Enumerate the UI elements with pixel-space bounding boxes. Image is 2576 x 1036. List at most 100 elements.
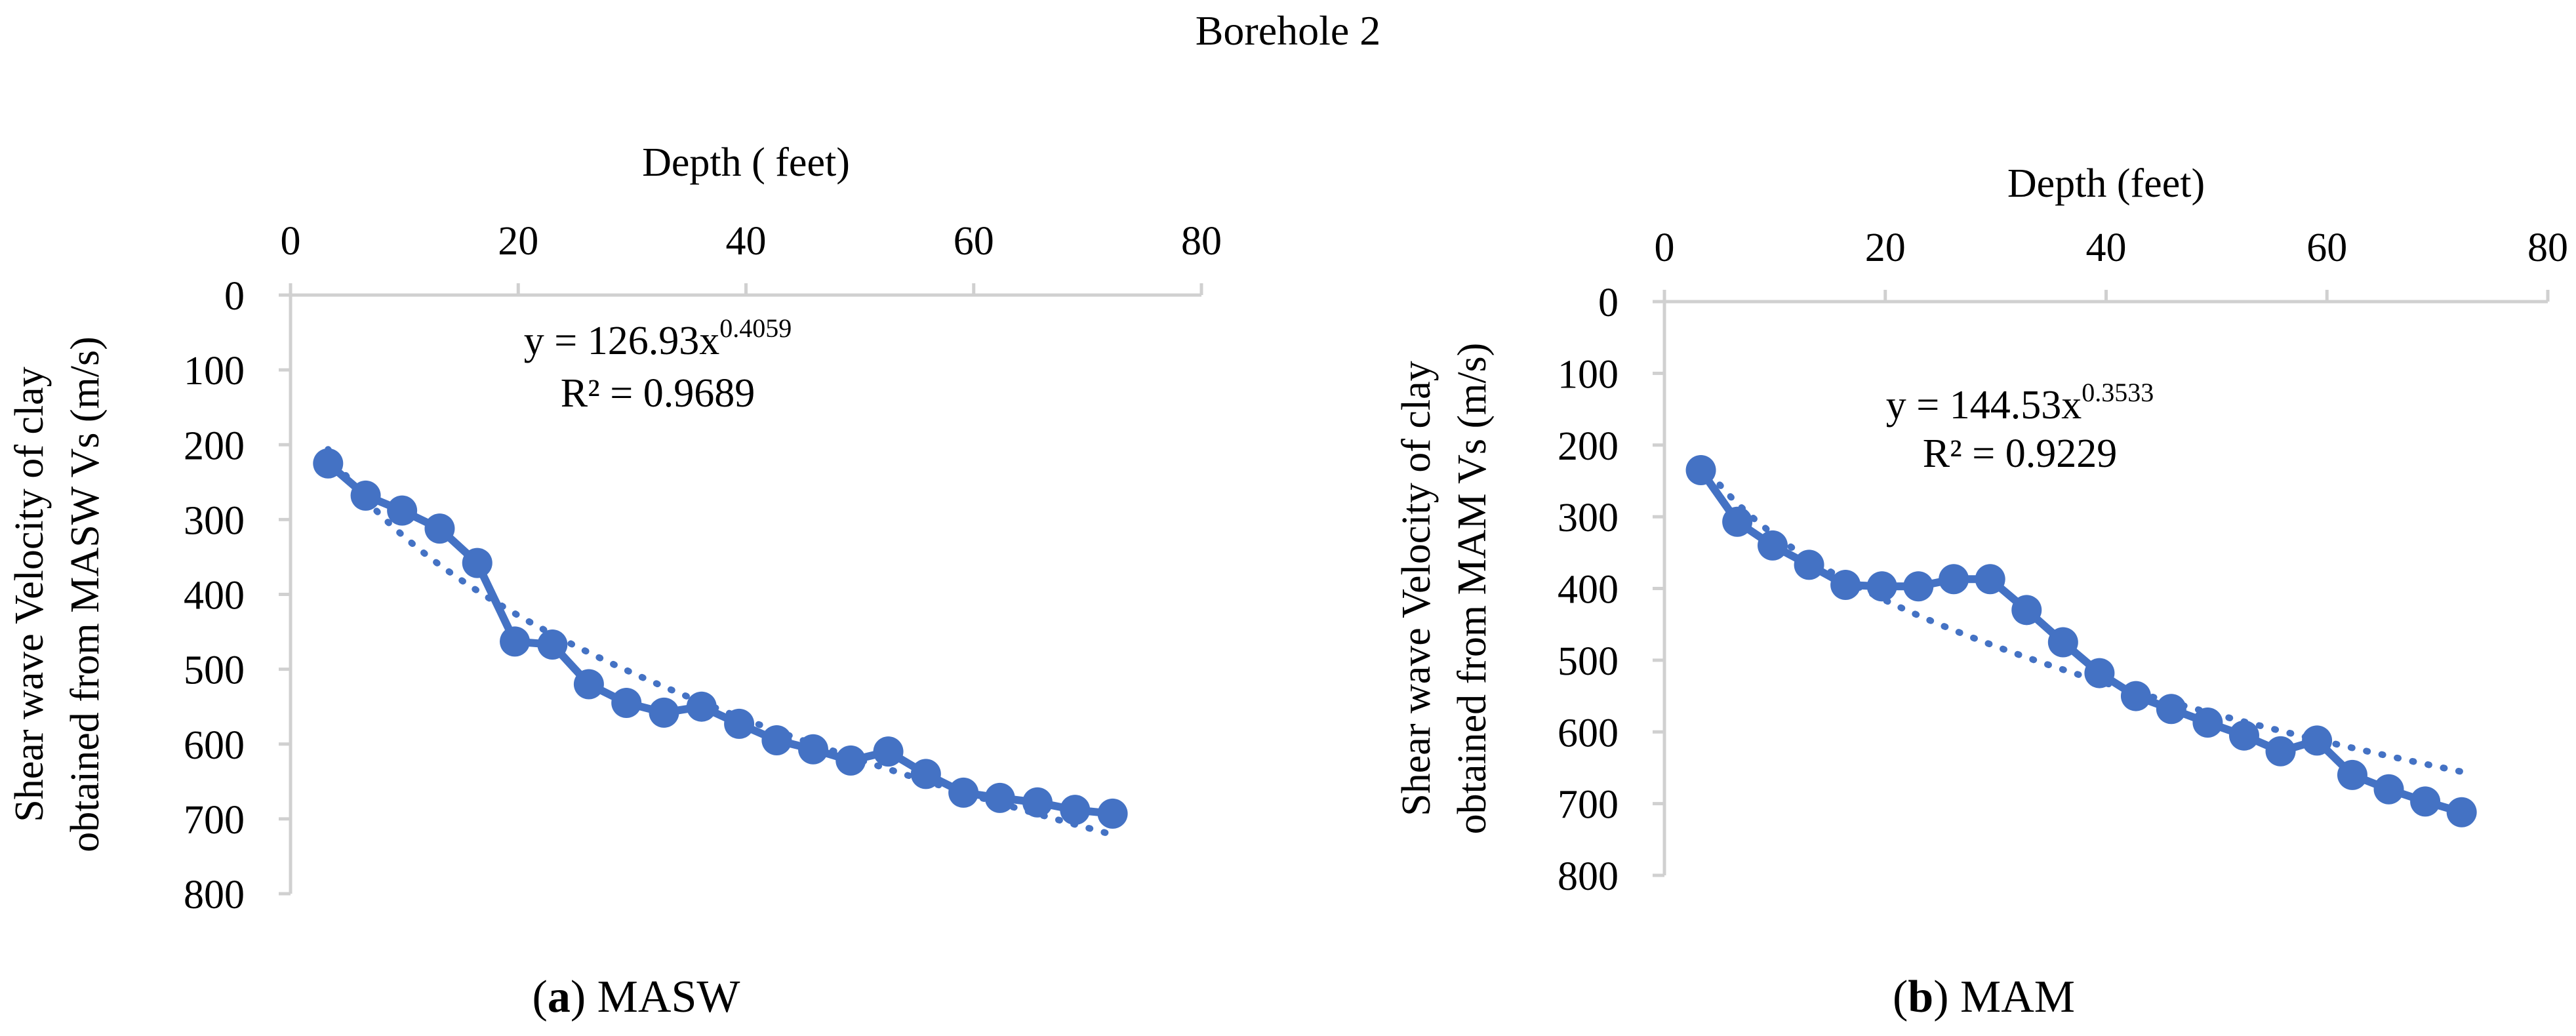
trendline-equation: y = 126.93x0.4059 xyxy=(524,313,792,363)
power-trendline xyxy=(325,446,1116,838)
data-point xyxy=(1866,571,1897,602)
panel-caption: (a) MASW xyxy=(533,972,740,1022)
caption-label: b xyxy=(1908,972,1933,1022)
y-tick-label: 300 xyxy=(1558,496,1619,540)
y-tick-label: 400 xyxy=(1558,568,1619,612)
y-axis-title-line1: Shear wave Velocity of clay xyxy=(7,367,52,822)
y-tick-label: 100 xyxy=(184,349,245,393)
x-tick-label: 80 xyxy=(2527,226,2568,270)
y-tick-label: 700 xyxy=(184,798,245,843)
y-tick-label: 200 xyxy=(184,424,245,468)
data-point xyxy=(2011,595,2042,626)
panel-a-masw: 0 20 40 60 800100200300400500600700800Depth … xyxy=(7,140,1222,1022)
trendline-equation: y = 144.53x0.3533 xyxy=(1886,378,2154,428)
data-point xyxy=(1903,571,1934,602)
caption-close-paren: ) xyxy=(1933,972,1960,1022)
r-squared-label: R² = 0.9689 xyxy=(561,371,755,416)
y-tick-label: 400 xyxy=(184,574,245,618)
data-point xyxy=(948,777,979,808)
caption-text: MASW xyxy=(597,972,740,1022)
data-point xyxy=(2265,736,2296,767)
x-tick-label: 40 xyxy=(726,219,767,264)
data-point xyxy=(2373,774,2404,805)
data-point xyxy=(1060,795,1091,826)
equation-exponent: 0.3533 xyxy=(2082,378,2154,407)
data-point xyxy=(1830,570,1861,601)
caption-open-paren: ( xyxy=(533,972,548,1022)
data-point xyxy=(1758,530,1788,561)
y-tick-label: 600 xyxy=(1558,711,1619,755)
series-line xyxy=(324,459,1117,818)
y-tick-label: 100 xyxy=(1558,352,1619,397)
data-point xyxy=(2192,707,2223,738)
y-tick-label: 200 xyxy=(1558,424,1619,469)
x-tick-label: 40 xyxy=(2086,226,2127,270)
data-point xyxy=(910,759,941,789)
power-trendline xyxy=(1697,456,2465,775)
data-point xyxy=(761,725,792,756)
x-tick-label: 0 xyxy=(1655,226,1675,270)
data-point xyxy=(873,736,904,767)
y-axis-title-line2: obtained from MAM Vs (m/s) xyxy=(1450,343,1495,835)
data-point xyxy=(1939,564,1969,595)
y-tick-label: 600 xyxy=(184,723,245,768)
data-point xyxy=(2337,759,2367,790)
y-tick-label: 0 xyxy=(224,274,245,319)
data-point xyxy=(2047,627,2078,658)
figure-title: Borehole 2 xyxy=(1196,7,1381,54)
data-point xyxy=(1097,798,1128,829)
data-point xyxy=(1794,549,1824,580)
x-tick-label: 20 xyxy=(498,219,538,264)
data-point xyxy=(350,480,381,511)
data-point xyxy=(835,745,866,776)
x-tick-label: 0 xyxy=(281,219,301,264)
data-point xyxy=(686,691,717,722)
data-point xyxy=(724,708,755,739)
caption-close-paren: ) xyxy=(571,972,597,1022)
data-point xyxy=(387,495,418,526)
y-tick-label: 300 xyxy=(184,498,245,543)
data-point xyxy=(573,669,604,700)
y-tick-label: 0 xyxy=(1598,281,1619,325)
equation-base: y = 144.53x xyxy=(1886,383,2082,428)
x-tick-label: 20 xyxy=(1865,226,1906,270)
data-point xyxy=(984,782,1015,813)
data-point xyxy=(2302,725,2333,756)
panel-caption: (b) MAM xyxy=(1893,972,2075,1022)
equation-exponent: 0.4059 xyxy=(719,313,792,343)
caption-open-paren: ( xyxy=(1893,972,1908,1022)
y-tick-label: 500 xyxy=(1558,639,1619,684)
x-tick-label: 80 xyxy=(1181,219,1222,264)
caption-text: MAM xyxy=(1960,972,2075,1022)
r-squared-label: R² = 0.9229 xyxy=(1923,431,2117,476)
data-point xyxy=(2084,658,2115,688)
data-point xyxy=(1722,506,1753,537)
x-tick-label: 60 xyxy=(2306,226,2347,270)
data-point xyxy=(1975,564,2005,595)
data-point xyxy=(537,629,568,660)
data-point xyxy=(1022,787,1053,818)
x-axis-title: Depth ( feet) xyxy=(642,140,850,185)
series-line xyxy=(1697,466,2466,816)
y-tick-label: 700 xyxy=(1558,783,1619,827)
data-point xyxy=(797,734,828,765)
panel-b-mam: 0 20 40 60 800100200300400500600700800Depth … xyxy=(1394,161,2568,1022)
data-point xyxy=(2156,694,2186,725)
data-point xyxy=(1685,455,1716,486)
y-tick-label: 800 xyxy=(184,873,245,917)
y-axis-title-line2: obtained from MASW Vs (m/s) xyxy=(63,336,108,852)
data-point xyxy=(2120,681,2151,711)
equation-base: y = 126.93x xyxy=(524,319,719,363)
data-point xyxy=(500,626,531,657)
y-tick-label: 800 xyxy=(1558,854,1619,899)
data-point xyxy=(2446,797,2477,827)
data-point xyxy=(313,448,344,479)
data-point xyxy=(2228,720,2259,751)
x-axis-title: Depth (feet) xyxy=(2007,161,2205,206)
caption-label: a xyxy=(548,972,571,1022)
data-point xyxy=(649,697,679,728)
data-point xyxy=(424,513,455,544)
x-tick-label: 60 xyxy=(954,219,994,264)
y-axis-title-line1: Shear wave Velocity of clay xyxy=(1394,361,1439,816)
